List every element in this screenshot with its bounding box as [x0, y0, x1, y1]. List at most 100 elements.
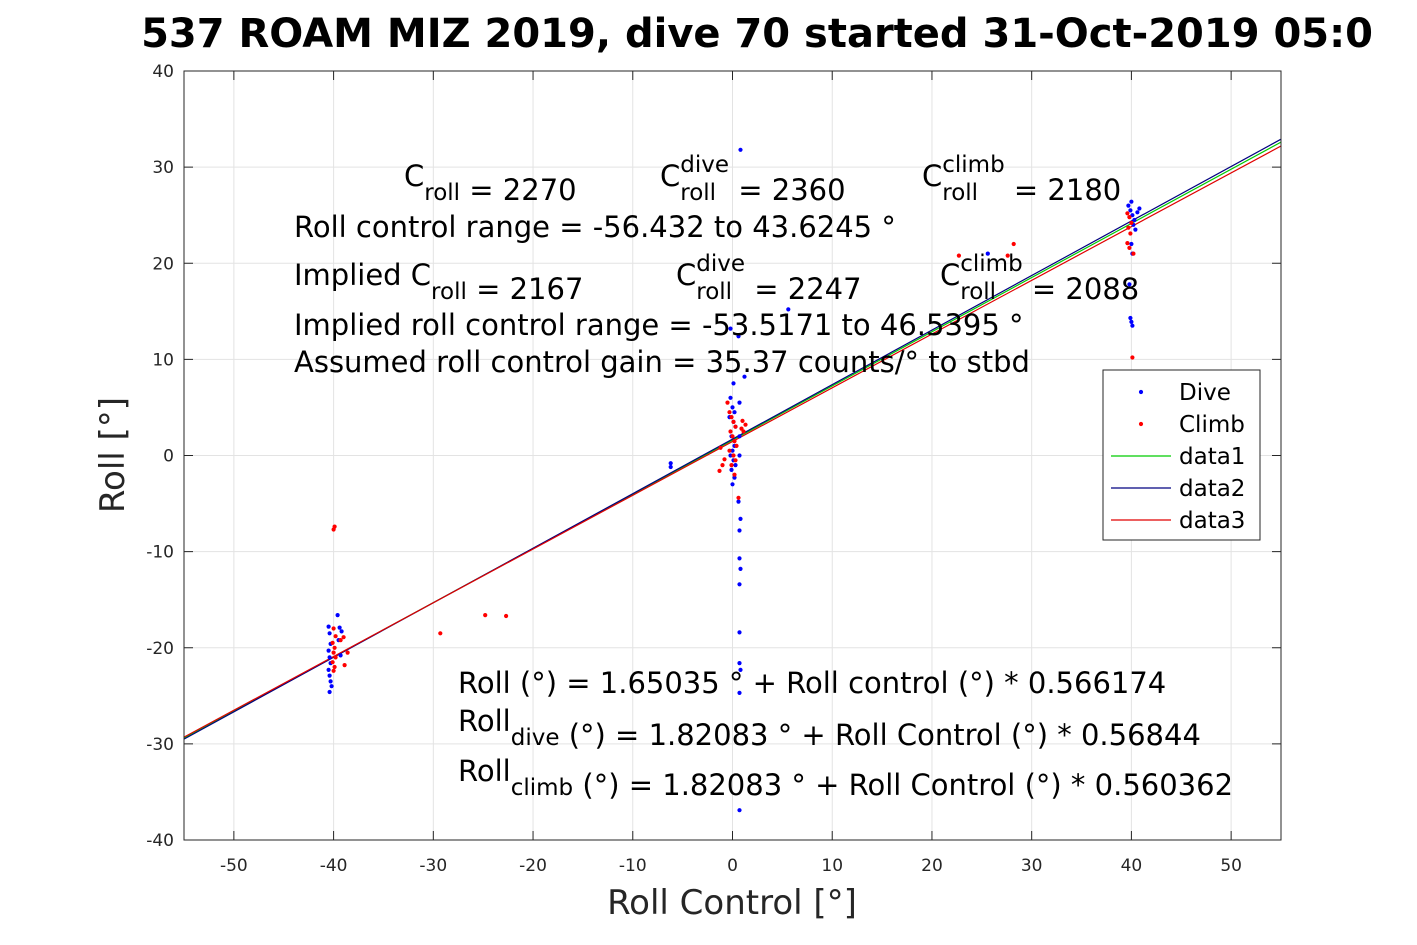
point-climb — [733, 458, 738, 463]
annotation-superscript: climb — [942, 152, 1004, 178]
annotation-subscript: roll — [960, 279, 996, 305]
annotation-implied-range: Implied roll control range = -53.5171 to… — [294, 308, 1024, 342]
y-tick-label: -30 — [146, 735, 174, 755]
point-dive — [728, 453, 733, 458]
annotation-superscript: dive — [696, 251, 745, 277]
point-climb — [732, 472, 737, 477]
annotation-text: (°) = 1.82083 ° + Roll Control (°) * 0.5… — [573, 768, 1233, 802]
point-dive — [737, 400, 742, 405]
point-climb — [739, 426, 744, 431]
point-climb — [504, 613, 509, 619]
annotation-implied-croll: Implied Croll = 2167 — [294, 258, 583, 306]
y-tick-label: 40 — [152, 62, 174, 82]
point-dive — [738, 516, 743, 522]
point-dive — [327, 655, 332, 660]
point-dive — [736, 334, 741, 339]
annotation-text: C — [940, 258, 960, 292]
point-climb — [956, 253, 962, 258]
x-axis-label: Roll Control [°] — [607, 883, 857, 923]
point-dive — [737, 434, 742, 439]
point-dive — [985, 251, 990, 256]
x-tick-label: -40 — [320, 856, 348, 876]
legend-label-dive: Dive — [1179, 380, 1231, 406]
point-dive — [728, 395, 733, 400]
annotation-fit: Roll (°) = 1.65035 ° + Roll control (°) … — [458, 666, 1166, 700]
plot-frame — [183, 70, 1282, 841]
annotation-text: C — [404, 159, 424, 193]
point-climb — [733, 424, 738, 429]
point-dive — [742, 374, 747, 379]
point-dive — [733, 463, 738, 468]
annotation-text: C — [922, 159, 942, 193]
annotations: Croll = 2270 Cdive roll = 2360 Cclimb roll =… — [294, 152, 1233, 802]
point-climb — [729, 415, 734, 420]
point-climb — [725, 400, 730, 405]
point-climb — [740, 418, 745, 423]
point-climb — [727, 410, 732, 415]
annotation-croll-climb: Cclimb roll = 2180 — [922, 152, 1121, 207]
point-climb — [333, 655, 338, 660]
point-dive — [737, 528, 742, 533]
annotation-croll-dive: Cdive roll = 2360 — [660, 152, 846, 207]
y-tick-label: 10 — [152, 350, 174, 370]
point-dive — [1129, 241, 1134, 247]
annotation-subscript: roll — [680, 180, 716, 206]
point-dive — [327, 673, 332, 678]
annotation-text: Implied roll control range = -53.5171 to… — [294, 308, 1024, 342]
point-dive — [327, 689, 332, 695]
x-tick-label: -30 — [419, 856, 447, 876]
legend-label-climb: Climb — [1179, 412, 1245, 438]
annotation-text: = 2270 — [460, 173, 577, 207]
legend-marker-climb — [1138, 421, 1144, 427]
point-climb — [1127, 245, 1132, 250]
point-climb — [1126, 225, 1131, 230]
point-climb — [727, 448, 732, 453]
point-climb — [341, 635, 346, 640]
point-dive — [738, 566, 743, 572]
point-dive — [736, 499, 741, 504]
annotation-text: = 2167 — [467, 272, 584, 306]
x-tick-label: -50 — [220, 856, 248, 876]
point-dive — [1128, 208, 1133, 213]
point-climb — [736, 495, 741, 500]
legend-label-data3: data3 — [1179, 508, 1245, 534]
y-axis-ticks: -40 -30 -20 -10 0 10 20 30 40 — [146, 62, 1281, 851]
point-climb — [333, 634, 338, 639]
point-dive — [737, 661, 742, 666]
point-climb — [722, 457, 727, 462]
annotation-text: C — [676, 258, 696, 292]
point-climb — [342, 663, 347, 668]
annotation-croll: Croll = 2270 — [404, 159, 577, 207]
point-dive — [335, 613, 340, 618]
point-dive — [1132, 217, 1137, 223]
annotation-text: Roll (°) = 1.65035 ° + Roll control (°) … — [458, 666, 1166, 700]
point-dive — [731, 381, 736, 386]
x-axis-ticks: -50 -40 -30 -20 -10 0 10 20 30 40 50 — [220, 71, 1242, 876]
annotation-fit-dive: Rolldive (°) = 1.82083 ° + Roll Control … — [458, 704, 1201, 752]
point-dive — [730, 405, 735, 410]
point-climb — [1127, 215, 1132, 220]
y-axis-label: Roll [°] — [93, 397, 133, 513]
legend-marker-dive — [1138, 389, 1144, 395]
annotation-text: = 2360 — [729, 173, 846, 207]
point-dive — [1128, 315, 1133, 321]
point-climb — [731, 453, 736, 458]
point-dive — [1129, 199, 1134, 204]
point-climb — [1129, 220, 1134, 225]
chart-title: 537 ROAM MIZ 2019, dive 70 started 31-Oc… — [141, 11, 1373, 57]
point-dive — [668, 464, 673, 470]
point-climb — [1125, 211, 1130, 216]
point-climb — [732, 439, 737, 444]
point-climb — [332, 664, 337, 670]
point-climb — [743, 422, 748, 427]
point-climb — [728, 429, 733, 434]
point-dive — [668, 461, 673, 466]
point-dive — [730, 482, 735, 487]
point-dive — [737, 453, 742, 458]
x-tick-label: -20 — [519, 856, 547, 876]
annotation-implied-croll-climb: Cclimb roll = 2088 — [940, 251, 1139, 306]
y-tick-label: 20 — [152, 254, 174, 274]
point-climb — [345, 650, 350, 655]
point-dive — [1126, 203, 1131, 208]
